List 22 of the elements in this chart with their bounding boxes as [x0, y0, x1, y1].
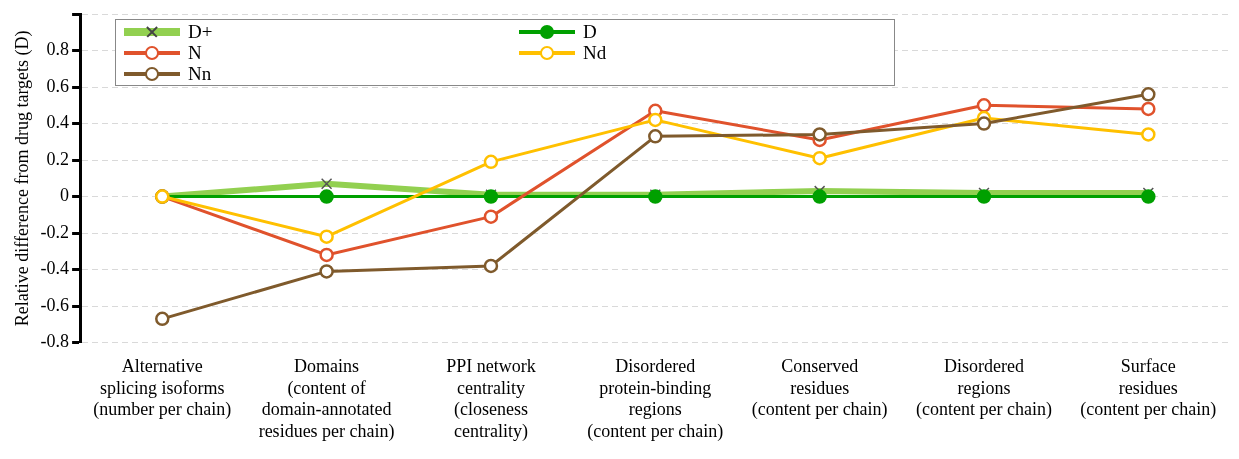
- legend-label: D: [583, 20, 597, 42]
- legend-label: Nn: [188, 62, 212, 84]
- y-tick-label: 0.8: [46, 39, 70, 60]
- y-tick-label: 0.4: [46, 112, 70, 133]
- x-tick-label: Disordered regions (content per chain): [916, 356, 1052, 421]
- x-tick-label: Domains (content of domain-annotated residues per chain): [258, 356, 395, 442]
- x-tick-label: Conserved residues (content per chain): [751, 356, 888, 421]
- y-tick-label: -0.8: [40, 331, 70, 352]
- legend-label: D+: [188, 20, 213, 42]
- x-tick-label: PPI network centrality (closeness centrality): [446, 356, 536, 442]
- legend-label: Nd: [583, 41, 607, 63]
- y-tick-label: -0.6: [40, 294, 70, 315]
- legend-label: N: [188, 41, 202, 63]
- y-tick-label: 0.6: [46, 75, 70, 96]
- y-axis-title: Relative difference from drug targets (D): [11, 30, 33, 327]
- y-tick-label: -0.2: [40, 221, 70, 242]
- x-tick-label: Disordered protein-binding regions (content per chain): [587, 356, 724, 442]
- x-tick-label: Surface residues (content per chain): [1080, 356, 1217, 421]
- x-tick-label: Alternative splicing isoforms (number per chain): [93, 356, 232, 421]
- y-tick-label: -0.4: [40, 258, 70, 279]
- y-tick-label: 0.2: [46, 148, 70, 169]
- y-tick-label: 0: [60, 185, 70, 206]
